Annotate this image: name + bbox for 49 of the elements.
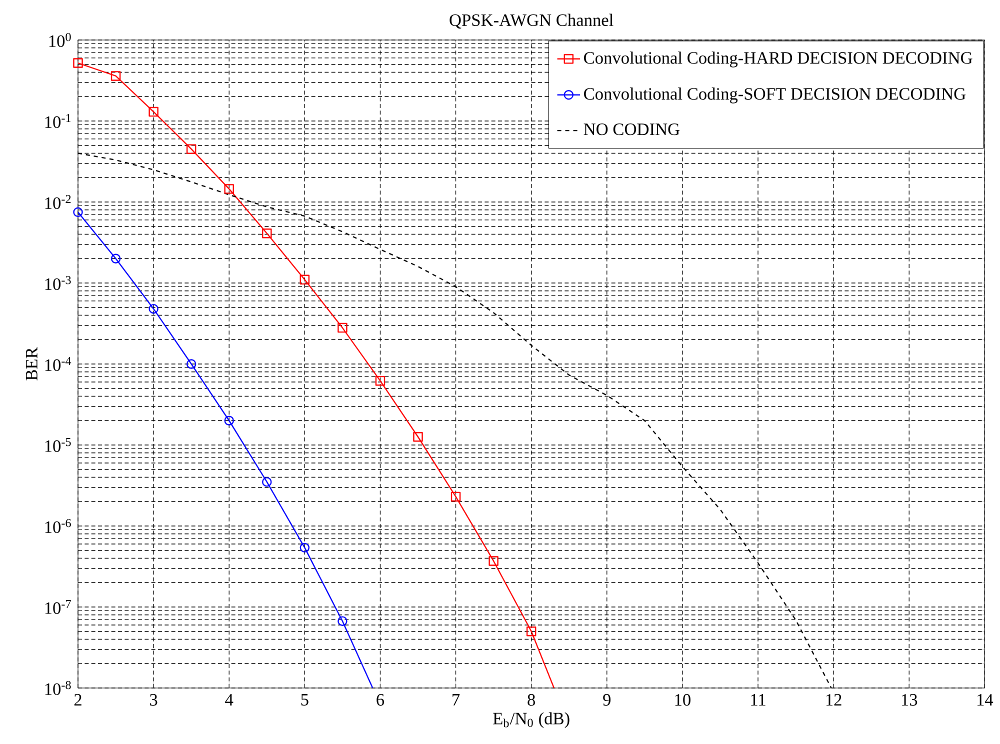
point: [110, 71, 121, 81]
point: [73, 58, 83, 68]
point: [300, 274, 310, 285]
x-tick-label: 13: [902, 694, 918, 706]
x-tick-label: 5: [301, 694, 308, 706]
y-tick-label: 10$^{-8}$: [45, 680, 71, 696]
point: [110, 254, 121, 264]
point: [450, 492, 461, 502]
y-axis-title: BER: [26, 347, 38, 380]
point: [148, 304, 158, 314]
chart-title: QPSK-AWGN Channel: [450, 14, 614, 29]
y-tick-label: 10$^{-2}$: [45, 195, 71, 210]
point: [300, 542, 310, 553]
x-tick-label: 11: [751, 694, 766, 706]
point: [262, 228, 272, 238]
y-tick-label: 10$^{-3}$: [45, 276, 71, 290]
point: [224, 416, 234, 426]
point: [338, 616, 348, 626]
y-tick-label: 10$^{-4}$: [45, 357, 72, 371]
x-tick-label: 12: [826, 694, 842, 706]
x-axis-title: E$_{b}$/N$_{0}$ (dB): [493, 712, 570, 728]
point: [186, 144, 196, 154]
point: [526, 626, 536, 636]
point: [338, 322, 348, 333]
point: [186, 359, 196, 369]
x-tick-label: 8: [528, 694, 536, 706]
point: [73, 207, 83, 217]
y-tick-label: 10$^{-6}$: [45, 519, 71, 534]
point: [375, 376, 386, 386]
x-tick-label: 7: [452, 694, 460, 706]
x-tick-label: 3: [150, 694, 158, 706]
legend-label: NO CODING: [584, 124, 680, 136]
point: [148, 106, 158, 117]
x-tick-label: 4: [225, 694, 234, 706]
x-tick-label: 9: [603, 694, 611, 706]
point: [224, 184, 234, 194]
legend-label: Convolutional Coding-HARD DECISION DECODING: [584, 52, 972, 68]
x-tick-label: 2: [74, 694, 82, 706]
y-tick-label: 10$^{-1}$: [45, 114, 71, 128]
point: [488, 556, 498, 566]
y-tick-label: 10$^{0}$: [49, 32, 71, 48]
y-tick-label: 10$^{-7}$: [45, 600, 71, 614]
y-tick-label: 10$^{-5}$: [45, 438, 71, 452]
legend-label: Convolutional Coding-SOFT DECISION DECODING: [584, 88, 966, 104]
x-tick-label: 14: [978, 694, 994, 706]
point: [413, 432, 423, 442]
point: [262, 477, 272, 487]
x-tick-label: 10: [675, 694, 690, 706]
x-tick-label: 6: [376, 694, 384, 706]
